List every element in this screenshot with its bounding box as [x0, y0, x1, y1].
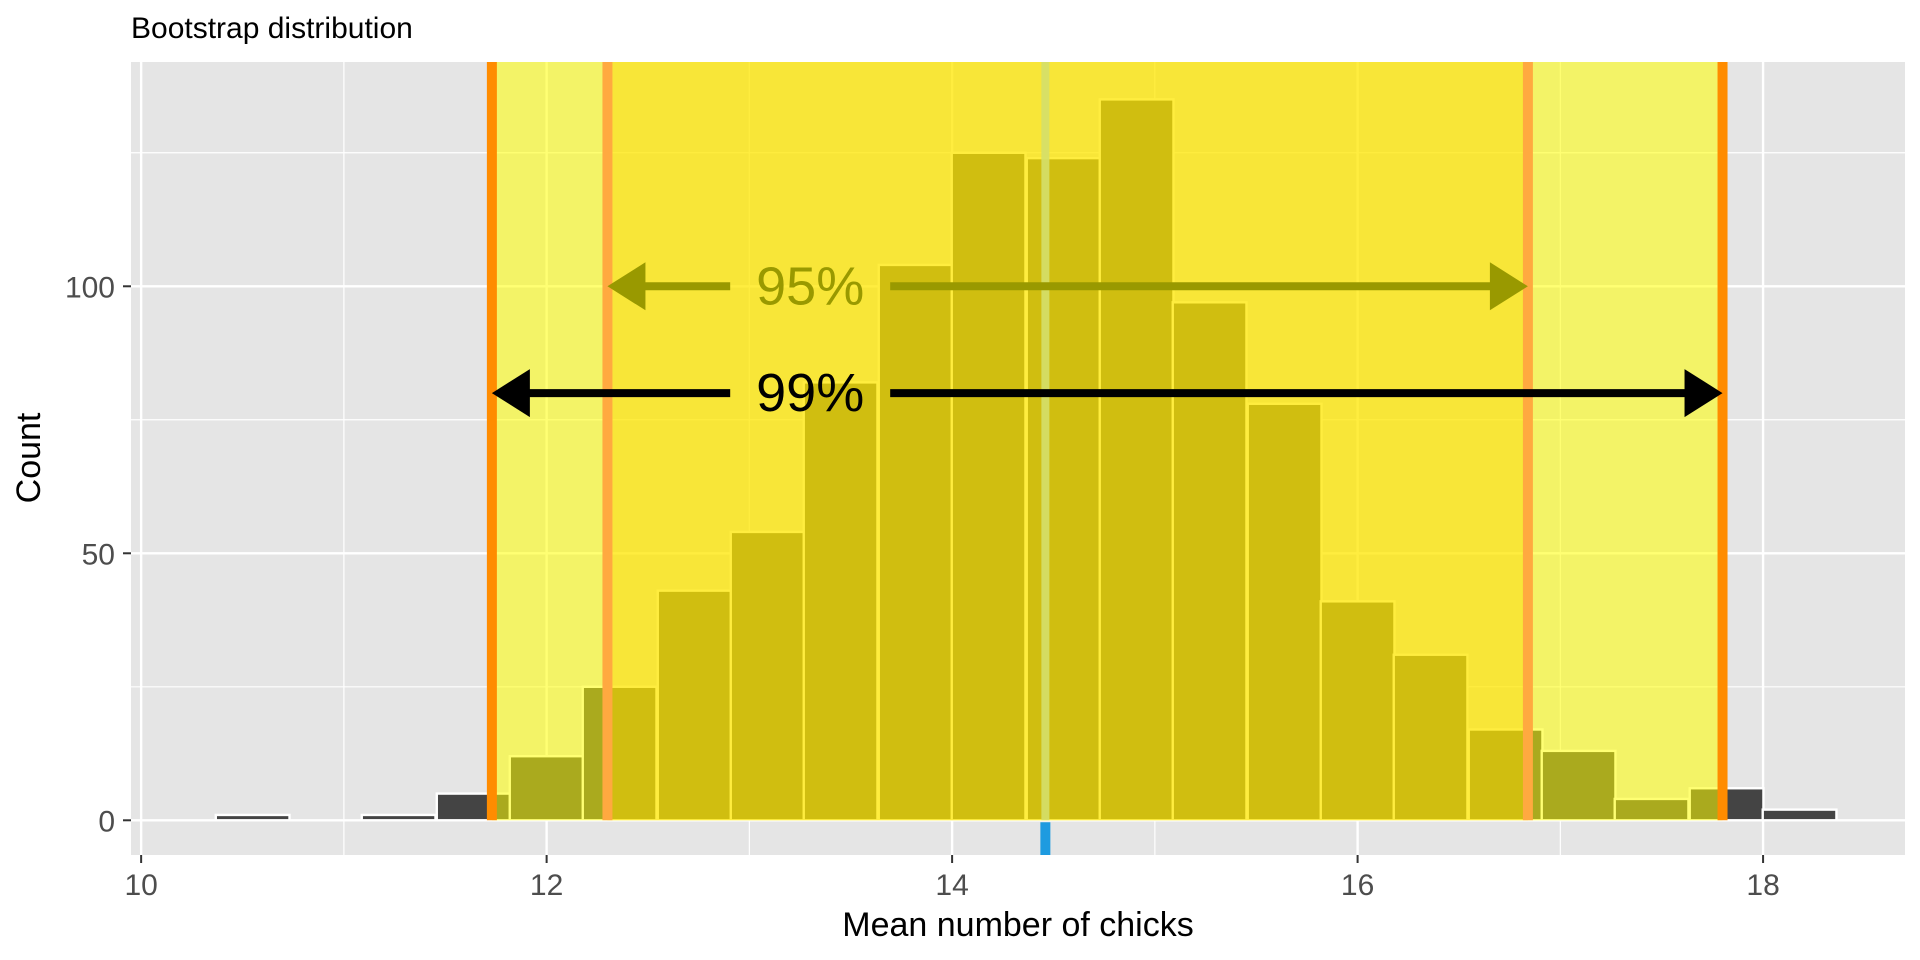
- histogram-bar: [1761, 808, 1838, 822]
- ci99-arrow-right-head: [1684, 369, 1723, 418]
- histogram-bar: [360, 813, 437, 822]
- ci95-label: 95%: [756, 256, 864, 316]
- axes: 10 12 14 16 18 0 50 100: [65, 271, 1780, 902]
- y-tick-label: 100: [65, 271, 115, 304]
- interval-lines: [486, 62, 1728, 855]
- ci99-arrow-left-head: [491, 369, 530, 418]
- interval-shading: [491, 62, 1723, 821]
- histogram-bar: [214, 813, 291, 822]
- ci95-arrow-right-head: [1489, 262, 1528, 311]
- y-tick-label: 0: [98, 805, 115, 838]
- x-tick-label: 18: [1746, 869, 1779, 902]
- x-tick-label: 14: [935, 869, 968, 902]
- ci99-label: 99%: [756, 363, 864, 423]
- ci95-arrow-left-head: [607, 262, 646, 311]
- y-axis-label: Count: [10, 412, 48, 503]
- chart-title: Bootstrap distribution: [131, 12, 413, 45]
- x-tick-label: 16: [1341, 869, 1374, 902]
- x-tick-label: 12: [530, 869, 563, 902]
- shade-95: [607, 62, 1528, 821]
- x-axis-label: Mean number of chicks: [842, 906, 1194, 944]
- interval-arrows: 95% 99%: [491, 256, 1723, 423]
- y-tick-label: 50: [82, 538, 115, 571]
- x-tick-label: 10: [124, 869, 157, 902]
- shade-99: [491, 62, 1723, 821]
